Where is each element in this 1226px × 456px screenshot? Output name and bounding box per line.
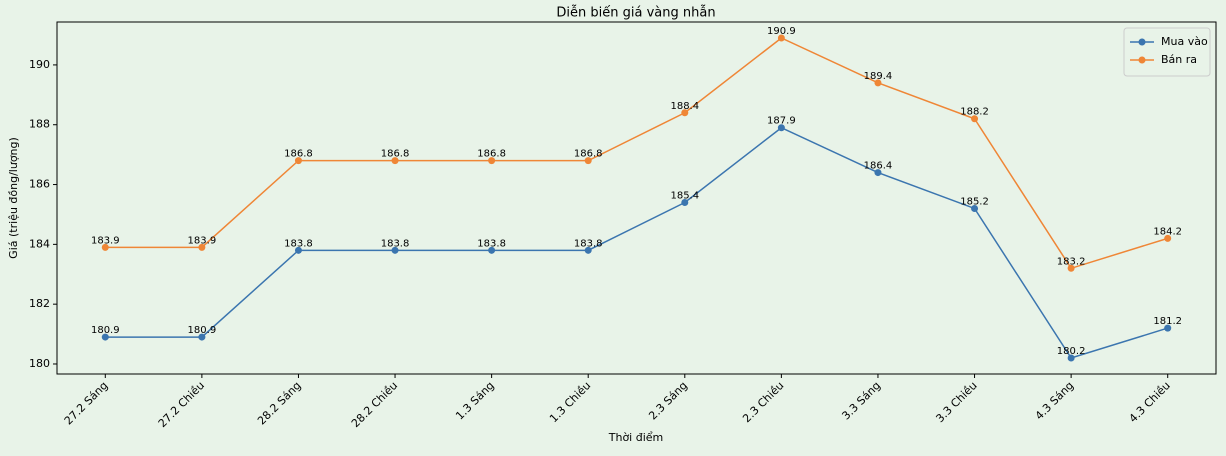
series-line	[105, 37, 1168, 270]
x-tick-label: 2.3 Sáng	[646, 379, 690, 423]
data-label: 183.8	[477, 238, 506, 249]
legend-label: Mua vào	[1161, 35, 1208, 48]
data-label: 184.2	[1153, 226, 1182, 237]
x-tick-label: 3.3 Chiều	[933, 379, 979, 425]
data-label: 180.9	[188, 325, 217, 336]
x-tick-label: 2.3 Chiều	[740, 379, 786, 425]
data-point	[1067, 354, 1075, 362]
data-label: 186.8	[574, 149, 603, 160]
data-point	[198, 243, 206, 251]
data-label: 188.2	[960, 107, 989, 118]
data-point	[971, 204, 979, 212]
data-label: 183.2	[1057, 256, 1086, 267]
data-label: 187.9	[767, 116, 796, 127]
data-label: 185.4	[670, 190, 699, 201]
legend-box	[1123, 27, 1211, 77]
data-label: 183.8	[574, 238, 603, 249]
data-label: 186.4	[864, 161, 893, 172]
x-tick-label: 4.3 Chiều	[1127, 379, 1173, 425]
data-label: 180.9	[91, 325, 120, 336]
data-point	[874, 169, 882, 177]
legend-marker	[1138, 56, 1146, 64]
y-tick-label: 182	[29, 297, 50, 310]
x-axis-label: Thời điểm	[608, 431, 664, 444]
legend-label: Bán ra	[1161, 53, 1197, 66]
data-point	[101, 243, 109, 251]
y-tick-label: 188	[29, 118, 50, 131]
data-label: 186.8	[284, 149, 313, 160]
data-point	[101, 333, 109, 341]
data-label: 183.8	[284, 238, 313, 249]
series-line	[105, 126, 1168, 359]
data-label: 186.8	[381, 149, 410, 160]
data-label: 188.4	[670, 101, 699, 112]
chart-title: Diễn biến giá vàng nhẫn	[556, 6, 715, 21]
x-tick-label: 28.2 Sáng	[255, 379, 304, 428]
data-point	[584, 157, 592, 165]
data-point	[294, 157, 302, 165]
data-point	[1164, 234, 1172, 242]
x-tick-label: 27.2 Chiều	[156, 379, 207, 430]
x-tick-label: 4.3 Sáng	[1033, 379, 1077, 423]
data-point	[294, 246, 302, 254]
data-label: 180.2	[1057, 346, 1086, 357]
x-tick-label: 1.3 Chiều	[547, 379, 593, 425]
data-point	[777, 34, 785, 42]
x-tick-label: 28.2 Chiều	[349, 379, 400, 430]
data-point	[488, 246, 496, 254]
y-tick-label: 180	[29, 357, 50, 370]
y-tick-label: 190	[29, 58, 50, 71]
y-tick-label: 184	[29, 237, 50, 250]
y-axis-label: Giá (triệu đồng/lượng)	[7, 137, 20, 259]
data-point	[971, 115, 979, 123]
data-label: 190.9	[767, 26, 796, 37]
legend-marker	[1138, 38, 1146, 46]
data-label: 183.9	[188, 235, 217, 246]
data-point	[488, 157, 496, 165]
data-label: 186.8	[477, 149, 506, 160]
x-tick-label: 1.3 Sáng	[453, 379, 497, 423]
data-label: 185.2	[960, 196, 989, 207]
data-point	[1164, 324, 1172, 332]
x-tick-label: 27.2 Sáng	[62, 379, 111, 428]
data-point	[1067, 264, 1075, 272]
y-tick-label: 186	[29, 178, 50, 191]
x-tick-label: 3.3 Sáng	[839, 379, 883, 423]
data-point	[198, 333, 206, 341]
data-label: 183.9	[91, 235, 120, 246]
data-point	[391, 157, 399, 165]
data-point	[777, 124, 785, 132]
data-label: 181.2	[1153, 316, 1182, 327]
data-point	[391, 246, 399, 254]
plot-frame	[56, 21, 1217, 375]
data-point	[874, 79, 882, 87]
data-point	[681, 109, 689, 117]
data-point	[681, 198, 689, 206]
data-point	[584, 246, 592, 254]
data-label: 183.8	[381, 238, 410, 249]
data-label: 189.4	[864, 71, 893, 82]
